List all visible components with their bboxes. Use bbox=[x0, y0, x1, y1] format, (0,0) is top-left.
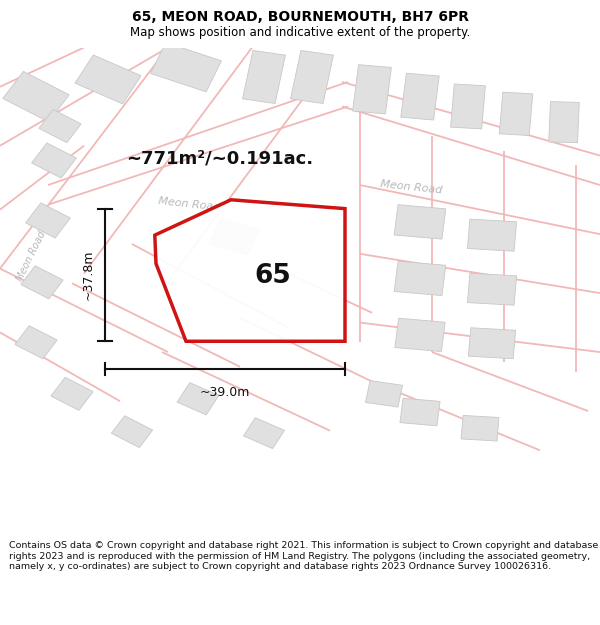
Polygon shape bbox=[499, 92, 533, 136]
Polygon shape bbox=[21, 266, 63, 299]
Polygon shape bbox=[209, 218, 259, 255]
Polygon shape bbox=[353, 64, 391, 114]
Polygon shape bbox=[155, 200, 345, 341]
Polygon shape bbox=[394, 261, 446, 296]
Polygon shape bbox=[401, 73, 439, 120]
Polygon shape bbox=[75, 55, 141, 104]
Polygon shape bbox=[467, 273, 517, 305]
Polygon shape bbox=[39, 109, 81, 142]
Polygon shape bbox=[51, 378, 93, 411]
Polygon shape bbox=[177, 382, 219, 415]
Text: Meon Road: Meon Road bbox=[158, 196, 220, 213]
Polygon shape bbox=[549, 102, 579, 142]
Polygon shape bbox=[461, 416, 499, 441]
Polygon shape bbox=[469, 328, 515, 359]
Polygon shape bbox=[112, 416, 152, 447]
Text: 65, MEON ROAD, BOURNEMOUTH, BH7 6PR: 65, MEON ROAD, BOURNEMOUTH, BH7 6PR bbox=[131, 11, 469, 24]
Polygon shape bbox=[151, 42, 221, 92]
Text: ~39.0m: ~39.0m bbox=[200, 386, 250, 399]
Polygon shape bbox=[242, 51, 286, 104]
Text: 65: 65 bbox=[254, 263, 292, 289]
Text: ~37.8m: ~37.8m bbox=[82, 250, 95, 300]
Text: Meon Road: Meon Road bbox=[380, 179, 442, 196]
Polygon shape bbox=[394, 205, 446, 239]
Polygon shape bbox=[365, 381, 403, 407]
Polygon shape bbox=[451, 84, 485, 129]
Polygon shape bbox=[467, 219, 517, 251]
Text: ~771m²/~0.191ac.: ~771m²/~0.191ac. bbox=[126, 149, 313, 167]
Polygon shape bbox=[395, 318, 445, 351]
Polygon shape bbox=[26, 203, 70, 238]
Polygon shape bbox=[290, 51, 334, 104]
Text: Contains OS data © Crown copyright and database right 2021. This information is : Contains OS data © Crown copyright and d… bbox=[9, 541, 598, 571]
Text: Map shows position and indicative extent of the property.: Map shows position and indicative extent… bbox=[130, 26, 470, 39]
Text: Meon Road: Meon Road bbox=[15, 229, 47, 283]
Polygon shape bbox=[32, 143, 76, 178]
Polygon shape bbox=[15, 326, 57, 359]
Polygon shape bbox=[3, 71, 69, 122]
Polygon shape bbox=[244, 418, 284, 449]
Polygon shape bbox=[400, 398, 440, 426]
